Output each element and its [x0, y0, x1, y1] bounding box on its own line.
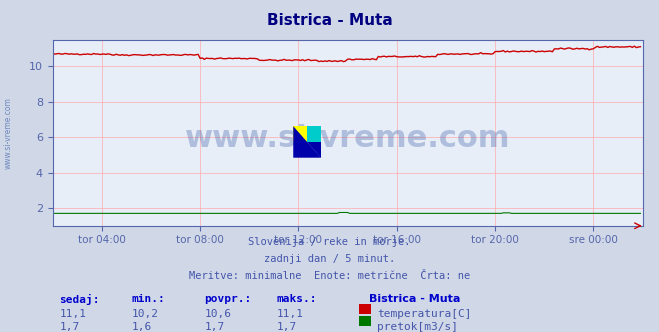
Bar — [359, 316, 371, 326]
Text: pretok[m3/s]: pretok[m3/s] — [377, 322, 458, 332]
Text: maks.:: maks.: — [277, 294, 317, 304]
Text: www.si-vreme.com: www.si-vreme.com — [4, 97, 13, 169]
Bar — [293, 126, 307, 142]
Text: 11,1: 11,1 — [59, 309, 86, 319]
Text: min.:: min.: — [132, 294, 165, 304]
Text: 10,2: 10,2 — [132, 309, 159, 319]
Text: zadnji dan / 5 minut.: zadnji dan / 5 minut. — [264, 254, 395, 264]
Text: povpr.:: povpr.: — [204, 294, 252, 304]
Text: Bistrica - Muta: Bistrica - Muta — [369, 294, 461, 304]
Text: www.si-vreme.com: www.si-vreme.com — [185, 124, 510, 153]
Polygon shape — [307, 142, 321, 158]
Polygon shape — [293, 126, 321, 158]
Text: 11,1: 11,1 — [277, 309, 304, 319]
Text: Bistrica - Muta: Bistrica - Muta — [267, 13, 392, 28]
Text: temperatura[C]: temperatura[C] — [377, 309, 471, 319]
Text: Slovenija / reke in morje.: Slovenija / reke in morje. — [248, 237, 411, 247]
Text: 1,6: 1,6 — [132, 322, 152, 332]
Text: Meritve: minimalne  Enote: metrične  Črta: ne: Meritve: minimalne Enote: metrične Črta:… — [189, 271, 470, 281]
Text: 1,7: 1,7 — [59, 322, 80, 332]
Bar — [359, 304, 371, 314]
Text: sedaj:: sedaj: — [59, 294, 100, 305]
Text: 10,6: 10,6 — [204, 309, 231, 319]
Bar — [307, 126, 321, 142]
Text: 1,7: 1,7 — [204, 322, 225, 332]
Text: 1,7: 1,7 — [277, 322, 297, 332]
